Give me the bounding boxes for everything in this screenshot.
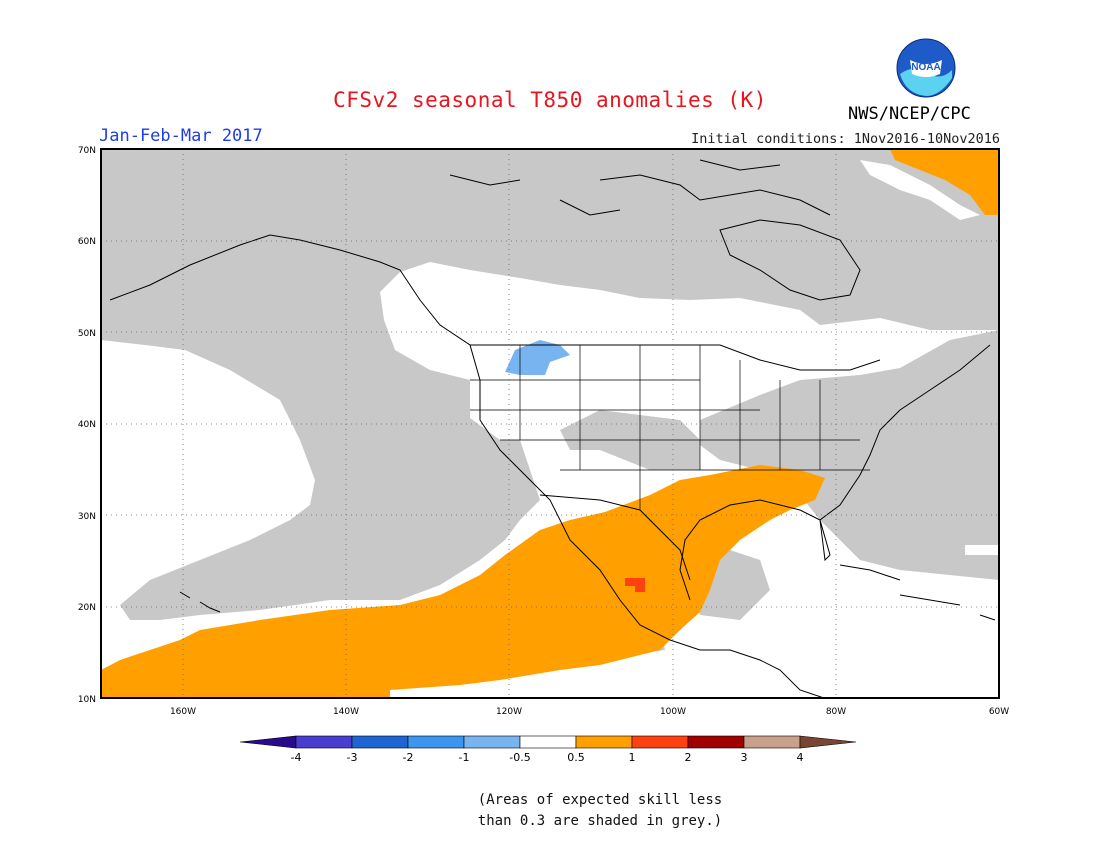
warm-anomaly-region [101, 465, 825, 698]
colorbar-box [631, 735, 689, 749]
latitude-labels: 70N 60N 50N 40N 30N 20N 10N [78, 146, 96, 705]
lon-label-160w: 160W [170, 707, 196, 717]
lon-label-140w: 140W [333, 707, 359, 717]
colorbar-label: -0.5 [509, 751, 530, 764]
colorbar-box [463, 735, 521, 749]
colorbar: -4 -3 -2 -1 -0.5 0.5 1 2 3 4 [239, 735, 857, 764]
colorbar-label: 0.5 [567, 751, 585, 764]
logo-text: NOAA [911, 62, 940, 73]
colorbar-box [575, 735, 633, 749]
colorbar-box [295, 735, 353, 749]
figure-title: CFSv2 seasonal T850 anomalies (K) [333, 88, 767, 112]
grey-north-region [101, 149, 999, 620]
noaa-logo-icon: NOAA [896, 38, 956, 98]
colorbar-label: -1 [459, 751, 470, 764]
grey-east-region [700, 330, 999, 580]
season-label: Jan-Feb-Mar 2017 [99, 126, 263, 146]
colorbar-label: -2 [403, 751, 414, 764]
colorbar-label: 4 [797, 751, 804, 764]
hawaii-islands [179, 591, 221, 613]
cool-anomaly-patch [505, 340, 570, 375]
lat-label-20n: 20N [78, 603, 96, 613]
lat-label-40n: 40N [78, 420, 96, 430]
colorbar-box [743, 735, 801, 749]
colorbar-box [519, 735, 577, 749]
colorbar-box [687, 735, 745, 749]
longitude-labels: 160W 140W 120W 100W 80W 60W [170, 707, 1009, 717]
colorbar-arrow-low [239, 735, 297, 749]
lon-label-120w: 120W [496, 707, 522, 717]
gulf-coastline [679, 344, 991, 601]
colorbar-box [351, 735, 409, 749]
agency-label: NWS/NCEP/CPC [848, 104, 971, 124]
footnote-line-2: than 0.3 are shaded in grey.) [477, 813, 723, 829]
us-canada-border [470, 344, 881, 371]
colorbar-arrow-high [799, 735, 857, 749]
coastlines [109, 159, 996, 698]
initial-conditions-label: Initial conditions: 1Nov2016-10Nov2016 [691, 131, 1000, 147]
lat-label-50n: 50N [78, 329, 96, 339]
warm-northeast-corner [890, 149, 999, 215]
anomaly-field [101, 149, 999, 698]
colorbar-label: 1 [629, 751, 636, 764]
colorbar-label: 3 [741, 751, 748, 764]
north-america-coastline [109, 234, 826, 698]
lat-label-60n: 60N [78, 237, 96, 247]
lon-label-60w: 60W [989, 707, 1009, 717]
colorbar-box [407, 735, 465, 749]
map-frame [100, 148, 1000, 699]
colorbar-label: -4 [291, 751, 302, 764]
hudson-bay-outline [719, 219, 861, 301]
lon-label-80w: 80W [826, 707, 846, 717]
us-mexico-border [539, 494, 691, 581]
state-lines [470, 345, 870, 510]
arctic-islands [449, 159, 831, 216]
lat-label-70n: 70N [78, 146, 96, 156]
lat-label-30n: 30N [78, 512, 96, 522]
lat-label-10n: 10N [78, 695, 96, 705]
strong-warm-patch [625, 578, 645, 592]
caribbean-islands [839, 564, 996, 621]
colorbar-label: -3 [347, 751, 358, 764]
footnote-line-1: (Areas of expected skill less [477, 792, 723, 808]
neutral-arctic-patch [860, 160, 980, 220]
lon-label-100w: 100W [660, 707, 686, 717]
colorbar-label: 2 [685, 751, 692, 764]
